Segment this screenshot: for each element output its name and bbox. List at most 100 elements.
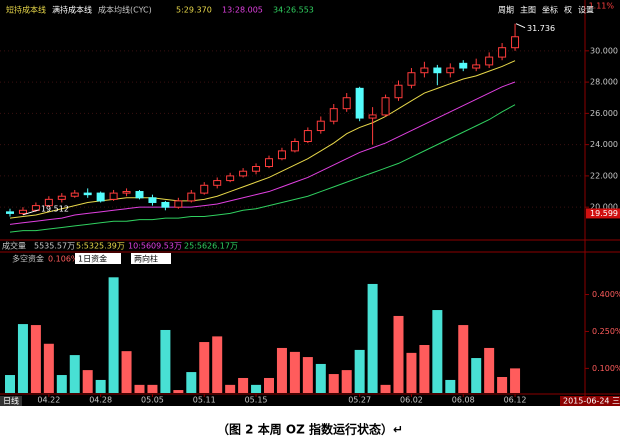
candle-body <box>252 166 261 172</box>
bar <box>471 358 482 393</box>
y-tick-label: 28.000 <box>590 78 618 87</box>
bar <box>199 342 210 393</box>
candle-body <box>239 170 248 177</box>
candle-body <box>265 158 273 168</box>
bar <box>367 283 378 393</box>
bar <box>445 379 456 393</box>
bar <box>56 375 67 393</box>
last-price-label: 19.599 <box>590 209 618 218</box>
caption: （图 2 本周 OZ 指数运行状态）↵ <box>217 422 403 437</box>
candle-body <box>329 108 338 122</box>
candle-body <box>213 180 222 186</box>
toolbar-button[interactable]: 周期 <box>498 6 514 15</box>
volume-ma: 10:5609.53万 <box>128 242 182 251</box>
candle-body <box>57 195 66 200</box>
bar <box>276 347 287 393</box>
y-tick-label: 20.000 <box>590 203 618 212</box>
candle-body <box>70 192 79 197</box>
candle-body <box>174 200 183 208</box>
toolbar-button[interactable]: 设置 <box>578 5 594 15</box>
bar <box>302 357 313 393</box>
bar <box>497 377 508 393</box>
candle-body <box>290 141 299 152</box>
y-tick-label: 0.400% <box>592 290 620 299</box>
cost-line <box>9 104 516 233</box>
toolbar-button[interactable]: 权 <box>564 5 572 15</box>
min-pointer <box>22 209 40 216</box>
bar <box>289 351 300 393</box>
y-tick-label: 26.000 <box>590 109 618 118</box>
bar <box>43 343 54 393</box>
bar <box>186 372 197 393</box>
volume-label: 成交量 <box>2 241 26 251</box>
candle-body <box>446 67 455 74</box>
date-label: 2015-06-24 三 <box>563 397 620 406</box>
bar <box>95 379 106 393</box>
candle-body <box>200 184 209 194</box>
toolbar-button[interactable]: 坐标 <box>542 5 558 15</box>
x-tick-label: 05.15 <box>245 396 268 405</box>
bar <box>5 375 15 393</box>
candle-body <box>44 198 53 207</box>
y-tick-label: 24.000 <box>590 140 618 149</box>
candle-body <box>148 197 157 203</box>
y-tick-label: 30.000 <box>590 46 618 55</box>
cost-line <box>9 60 516 219</box>
bar <box>328 374 339 393</box>
dropdown[interactable] <box>131 253 171 264</box>
candle-body <box>472 64 481 69</box>
x-tick-label: 05.27 <box>348 396 371 405</box>
bar <box>484 347 495 393</box>
candle-body <box>122 191 131 194</box>
candle-body <box>368 114 377 119</box>
candle-body <box>18 209 27 214</box>
bar <box>121 351 132 393</box>
candle-body <box>226 175 235 182</box>
x-tick-label: 05.05 <box>141 396 164 405</box>
max-pointer <box>515 23 526 29</box>
toolbar-button[interactable]: 主图 <box>520 5 536 15</box>
candle-body <box>277 150 286 160</box>
dropdown-label[interactable]: 两向柱 <box>134 254 158 264</box>
bar <box>225 384 236 393</box>
indicator-label: 短持成本线 <box>6 5 46 15</box>
x-tick-label: 06.08 <box>452 396 475 405</box>
date-box <box>560 396 620 406</box>
volume-value: 5535.57万 <box>34 242 75 251</box>
bar <box>354 349 365 393</box>
candle-body <box>394 84 403 99</box>
bar <box>251 384 262 393</box>
dropdown-label[interactable]: 1日资金 <box>78 254 107 264</box>
dropdown[interactable] <box>75 253 121 264</box>
candle-body <box>459 62 468 69</box>
bar <box>69 355 80 393</box>
legend-entry: 13:28.005 <box>222 6 263 15</box>
indicator-label: 满持成本线 <box>52 5 92 15</box>
period-tab[interactable] <box>0 396 22 406</box>
last-price-box <box>586 208 620 219</box>
candle-body <box>135 191 144 199</box>
x-tick-label: 04.28 <box>89 396 112 405</box>
candle-body <box>83 192 92 196</box>
candle-body <box>161 201 170 208</box>
bar <box>173 390 184 393</box>
bar <box>134 384 145 393</box>
candle-body <box>316 120 325 132</box>
candle-body <box>342 97 351 110</box>
bar <box>30 325 41 393</box>
bar <box>82 370 93 393</box>
candle-body <box>511 36 520 49</box>
candle-body <box>498 47 507 58</box>
cost-line <box>9 81 516 225</box>
x-tick-label: 04.22 <box>37 396 60 405</box>
bar <box>380 384 391 393</box>
bar <box>264 377 274 393</box>
period-label[interactable]: 日线 <box>3 396 19 406</box>
bar <box>406 352 417 393</box>
candle-body <box>407 72 416 86</box>
bar <box>458 325 469 393</box>
candle-body <box>420 67 429 74</box>
candle-body <box>96 192 105 202</box>
bar <box>238 377 249 393</box>
